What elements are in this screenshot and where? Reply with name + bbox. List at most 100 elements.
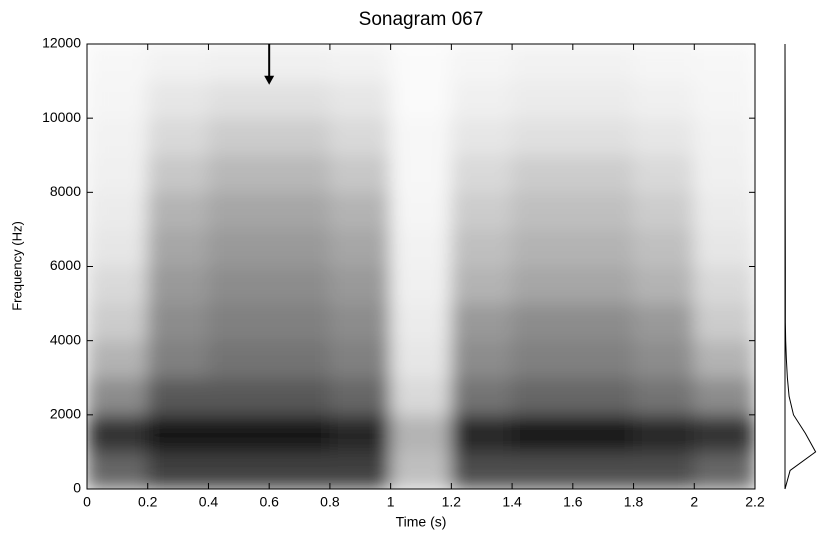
- spectrogram-cell: [87, 80, 149, 119]
- spectrogram-cell: [450, 154, 513, 193]
- spectrogram-cell: [147, 451, 209, 489]
- spectrogram-cell: [693, 117, 755, 156]
- spectrogram-cell: [207, 266, 270, 305]
- x-tick-label: 2.2: [745, 494, 765, 510]
- spectrogram-cell: [511, 117, 574, 156]
- spectrogram-cell: [693, 228, 755, 267]
- spectrogram-cell: [572, 303, 635, 342]
- spectrogram-cell: [450, 303, 513, 342]
- spectrogram-cell: [572, 44, 635, 82]
- spectrogram-cell: [268, 44, 331, 82]
- x-tick-label: 1.4: [502, 494, 522, 510]
- spectrogram-cell: [511, 414, 574, 453]
- spectrogram-cell: [329, 303, 392, 342]
- spectrogram-cell: [390, 80, 452, 119]
- spectrogram-cell: [450, 44, 513, 82]
- spectrogram-cell: [390, 117, 452, 156]
- spectrogram-cell: [633, 303, 695, 342]
- spectrogram-cell: [87, 303, 149, 342]
- spectrogram-cell: [633, 117, 695, 156]
- spectrogram-image: [87, 44, 755, 489]
- y-axis-label: Frequency (Hz): [9, 221, 24, 311]
- spectrogram-cell: [693, 44, 755, 82]
- spectrogram-cell: [572, 340, 635, 379]
- x-tick-label: 2: [690, 494, 698, 510]
- spectrogram-cell: [147, 414, 209, 453]
- spectrogram-cell: [390, 303, 452, 342]
- y-tick-label: 2000: [50, 406, 81, 422]
- y-tick-label: 10000: [42, 109, 81, 125]
- spectrogram-cell: [390, 154, 452, 193]
- spectrogram-cell: [693, 266, 755, 305]
- spectrogram-cell: [390, 414, 452, 453]
- spectrogram-cell: [633, 44, 695, 82]
- spectrogram-cell: [87, 266, 149, 305]
- spectrogram-cell: [450, 266, 513, 305]
- spectrogram-cell: [147, 228, 209, 267]
- spectrogram-cell: [87, 340, 149, 379]
- chart-title: Sonagram 067: [359, 9, 484, 30]
- spectrogram-cell: [511, 191, 574, 230]
- spectrogram-cell: [87, 377, 149, 416]
- spectrogram-cell: [511, 266, 574, 305]
- spectrogram-cell: [633, 377, 695, 416]
- spectrogram-cell: [268, 154, 331, 193]
- spectrogram-cell: [207, 191, 270, 230]
- x-tick-label: 0.2: [138, 494, 158, 510]
- spectrogram-cell: [268, 228, 331, 267]
- spectrogram-cell: [329, 340, 392, 379]
- spectrogram-cell: [511, 228, 574, 267]
- spectrogram-cell: [207, 80, 270, 119]
- y-tick-label: 0: [73, 480, 81, 496]
- spectrogram-cell: [390, 340, 452, 379]
- x-tick-label: 0: [83, 494, 91, 510]
- spectrogram-cell: [633, 266, 695, 305]
- spectrogram-cell: [268, 117, 331, 156]
- spectrogram-cell: [511, 44, 574, 82]
- spectrogram-cell: [693, 80, 755, 119]
- spectrogram-cell: [329, 117, 392, 156]
- spectrogram-cell: [329, 80, 392, 119]
- spectrogram-cell: [268, 266, 331, 305]
- spectrogram-cell: [633, 80, 695, 119]
- spectrogram-cell: [268, 414, 331, 453]
- spectrogram-cell: [511, 340, 574, 379]
- spectrogram-cell: [511, 377, 574, 416]
- spectrogram-cell: [572, 266, 635, 305]
- spectrogram-cell: [268, 451, 331, 489]
- spectrogram-cell: [329, 191, 392, 230]
- spectrogram-cell: [450, 117, 513, 156]
- spectrogram-cell: [207, 377, 270, 416]
- spectrogram-cell: [511, 154, 574, 193]
- spectrogram-cell: [207, 303, 270, 342]
- spectrogram-cell: [207, 44, 270, 82]
- spectrogram-cell: [207, 154, 270, 193]
- spectrogram-cell: [693, 191, 755, 230]
- spectrogram-cell: [450, 377, 513, 416]
- spectrogram-cell: [147, 340, 209, 379]
- x-tick-label: 1.2: [442, 494, 462, 510]
- spectrogram-cell: [572, 414, 635, 453]
- spectrogram-cell: [268, 377, 331, 416]
- spectrogram-cell: [329, 377, 392, 416]
- spectrogram-cell: [207, 228, 270, 267]
- spectrogram-cell: [268, 191, 331, 230]
- spectrogram-cell: [87, 117, 149, 156]
- x-tick-label: 0.6: [259, 494, 279, 510]
- x-tick-label: 1.8: [624, 494, 644, 510]
- y-tick-label: 12000: [42, 35, 81, 51]
- spectrogram-cell: [693, 154, 755, 193]
- spectrogram-cell: [572, 117, 635, 156]
- x-axis-label: Time (s): [396, 514, 447, 530]
- spectrogram-cell: [693, 377, 755, 416]
- x-tick-label: 0.8: [320, 494, 340, 510]
- spectrum-profile: [784, 43, 817, 490]
- arrow-head: [264, 75, 275, 85]
- spectrogram-cell: [390, 44, 452, 82]
- spectrogram-cell: [268, 80, 331, 119]
- spectrogram-cell: [511, 451, 574, 489]
- spectrogram-cell: [390, 377, 452, 416]
- spectrogram-cell: [572, 228, 635, 267]
